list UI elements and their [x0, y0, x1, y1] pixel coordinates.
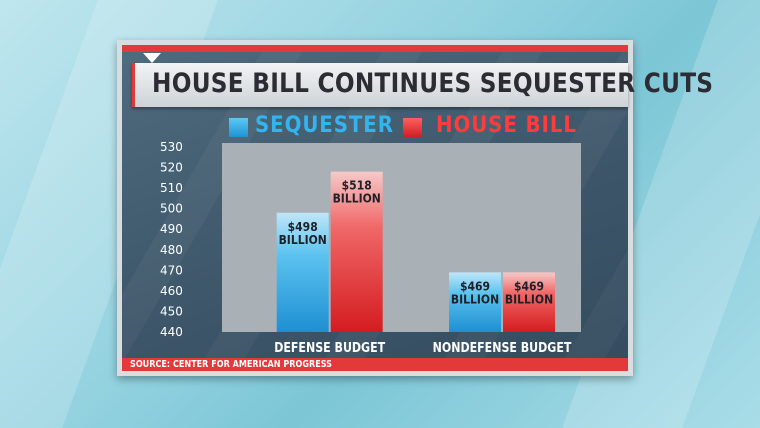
y-tick-label: 490: [160, 222, 183, 236]
bar-value-label: BILLION: [505, 292, 553, 307]
bar-value-label: BILLION: [451, 292, 499, 307]
bar-house-bill: [330, 171, 383, 332]
triangle-marker-icon: [143, 53, 161, 63]
y-tick-label: 470: [160, 263, 183, 277]
bar-value-label: $469: [460, 279, 490, 294]
bar-value-label: BILLION: [333, 191, 381, 206]
y-tick-label: 480: [160, 243, 183, 257]
y-tick-label: 460: [160, 284, 183, 298]
source-text: SOURCE: CENTER FOR AMERICAN PROGRESS: [130, 359, 333, 370]
legend-label-house-bill: HOUSE BILL: [436, 113, 577, 138]
legend-swatch-sequester: [229, 118, 248, 137]
x-category-label: DEFENSE BUDGET: [274, 340, 386, 355]
title-bar: HOUSE BILL CONTINUES SEQUESTER CUTS: [132, 63, 713, 107]
bar-sequester: [276, 212, 329, 332]
title-accent: [132, 63, 135, 107]
y-tick-label: 530: [160, 140, 183, 154]
source-bar: SOURCE: CENTER FOR AMERICAN PROGRESS: [122, 358, 628, 371]
top-accent-bar: [122, 45, 628, 52]
legend-swatch-house-bill: [403, 118, 422, 137]
y-tick-label: 510: [160, 181, 183, 195]
bar-sequester: [449, 272, 502, 332]
bar-house-bill: [503, 272, 556, 332]
bar-value-label: $518: [342, 178, 372, 193]
y-tick-label: 450: [160, 304, 183, 318]
y-tick-label: 500: [160, 202, 183, 216]
bar-value-label: BILLION: [279, 232, 327, 247]
y-tick-label: 520: [160, 161, 183, 175]
bar-value-label: $469: [514, 279, 544, 294]
chart-card: HOUSE BILL CONTINUES SEQUESTER CUTS SEQU…: [117, 40, 713, 376]
x-category-label: NONDEFENSE BUDGET: [433, 340, 573, 355]
y-tick-label: 440: [160, 325, 183, 339]
legend-label-sequester: SEQUESTER: [255, 113, 394, 138]
bar-value-label: $498: [288, 219, 318, 234]
